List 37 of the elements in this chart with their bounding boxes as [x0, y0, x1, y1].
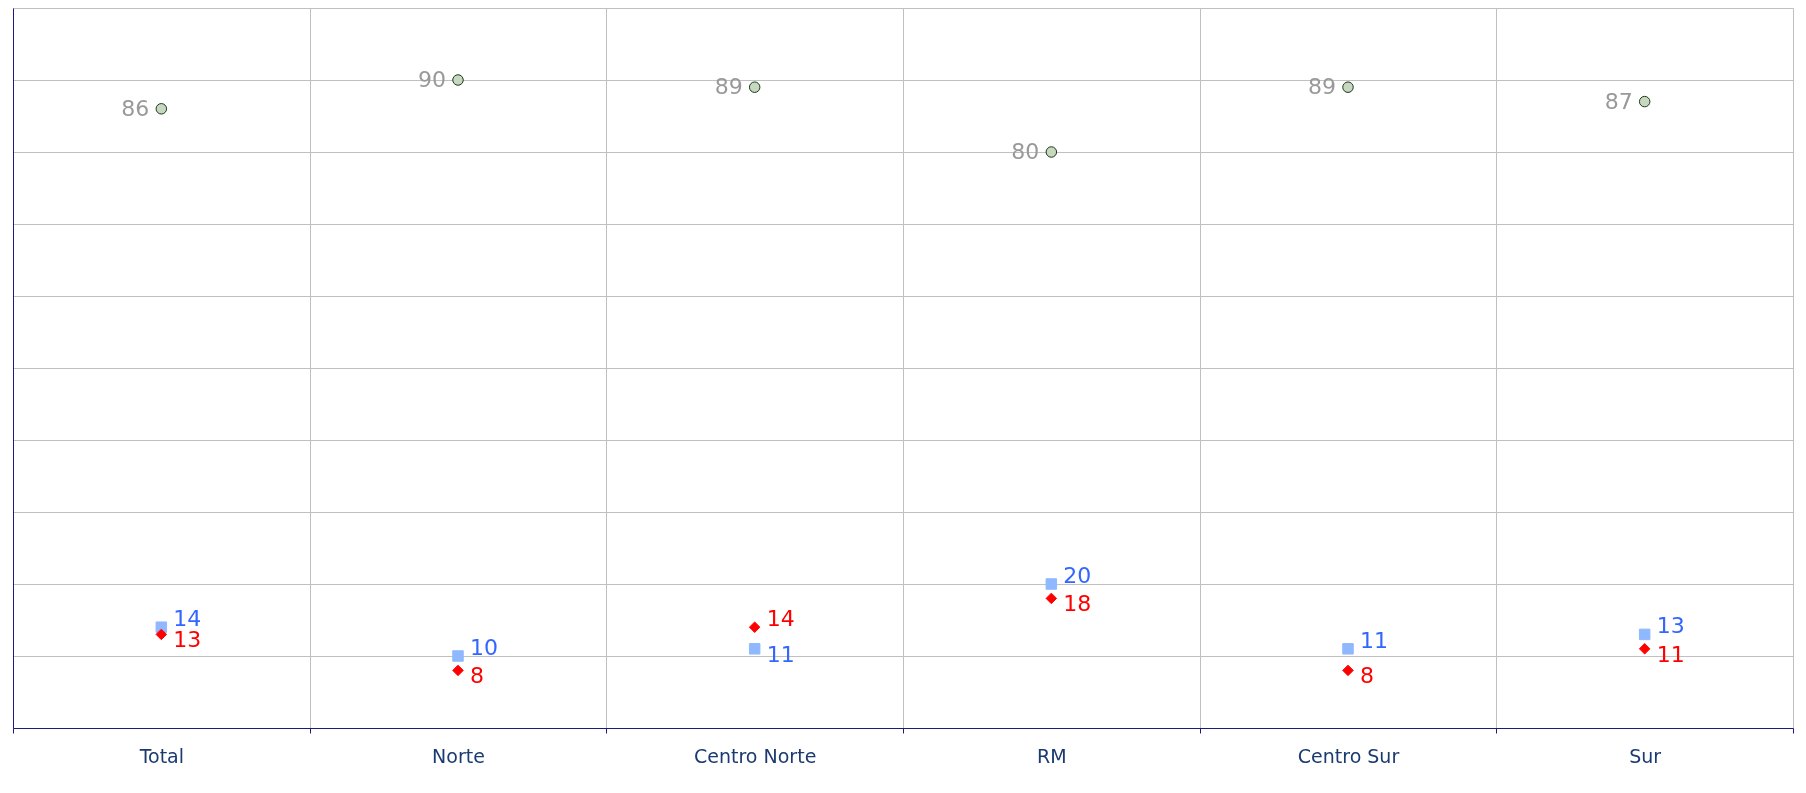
data-label: 18 [1063, 591, 1092, 617]
data-label: 87 [1604, 88, 1633, 114]
point [452, 74, 464, 86]
point [1045, 146, 1058, 158]
point [1342, 643, 1354, 655]
data-label: 89 [714, 74, 743, 100]
x-tick-label: Total [138, 744, 185, 767]
data-label: 11 [766, 641, 795, 667]
point [1342, 81, 1354, 93]
data-label: 86 [121, 95, 150, 121]
point [748, 643, 761, 655]
point [452, 664, 464, 677]
data-label: 11 [1656, 641, 1685, 667]
data-label: 8 [470, 663, 484, 689]
data-label: 11 [1360, 627, 1388, 653]
point [748, 621, 761, 633]
data-label: 8 [1360, 663, 1374, 689]
point [155, 103, 168, 115]
x-tick-label: Centro Norte [694, 744, 817, 767]
x-tick-label: RM [1037, 744, 1067, 767]
point [1045, 578, 1058, 590]
x-tick-label: Sur [1629, 744, 1662, 767]
point [1638, 95, 1651, 108]
point [748, 81, 761, 93]
data-label: 89 [1308, 74, 1336, 100]
data-label: 13 [1656, 613, 1685, 639]
x-tick-label: Norte [432, 744, 485, 767]
data-label: 10 [470, 635, 498, 660]
point [1045, 592, 1058, 605]
point [1638, 628, 1651, 641]
point [1342, 664, 1354, 677]
x-tick-label: Centro Sur [1297, 744, 1400, 767]
point [155, 628, 168, 641]
point [1638, 643, 1651, 655]
data-label: 14 [766, 606, 795, 632]
data-label: 20 [1063, 563, 1092, 588]
point [452, 650, 464, 662]
